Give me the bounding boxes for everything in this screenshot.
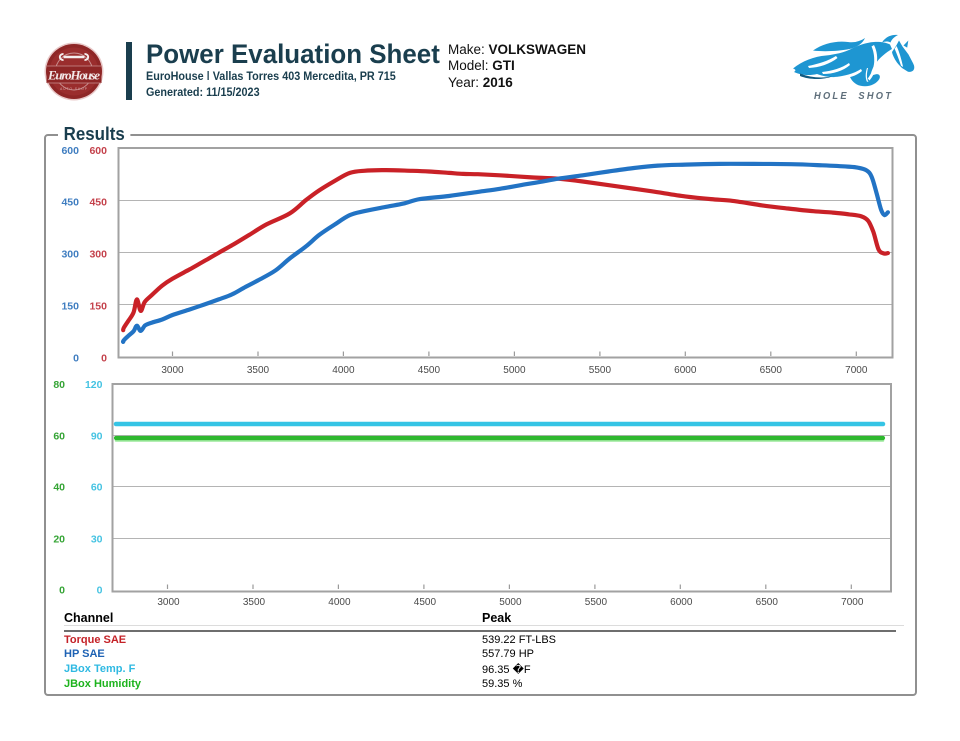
svg-text:450: 450 [61,197,79,209]
svg-text:6500: 6500 [756,597,779,608]
svg-text:4000: 4000 [328,597,351,608]
svg-text:AUTO SHOP: AUTO SHOP [60,87,88,91]
svg-text:5000: 5000 [503,365,526,376]
svg-text:0: 0 [97,585,103,597]
svg-text:300: 300 [61,249,79,261]
svg-text:EuroHouse: EuroHouse [47,68,100,83]
svg-text:30: 30 [91,534,103,546]
svg-text:5500: 5500 [589,365,612,376]
svg-text:150: 150 [61,301,79,313]
svg-text:120: 120 [85,379,103,391]
svg-text:60: 60 [91,482,103,494]
svg-text:5000: 5000 [499,597,522,608]
svg-text:150: 150 [89,301,107,313]
svg-text:4500: 4500 [418,365,441,376]
svg-text:3000: 3000 [161,365,184,376]
svg-text:90: 90 [91,431,103,443]
svg-text:0: 0 [73,353,79,365]
svg-text:5500: 5500 [585,597,608,608]
svg-text:4500: 4500 [414,597,437,608]
svg-text:7000: 7000 [845,365,868,376]
svg-text:60: 60 [53,431,65,443]
svg-text:6500: 6500 [760,365,783,376]
svg-text:6000: 6000 [670,597,693,608]
svg-text:4000: 4000 [332,365,355,376]
svg-text:600: 600 [89,145,107,157]
svg-text:450: 450 [89,197,107,209]
svg-text:0: 0 [101,353,107,365]
svg-text:3000: 3000 [157,597,180,608]
svg-text:600: 600 [61,145,79,157]
svg-text:20: 20 [53,534,65,546]
svg-text:40: 40 [53,482,65,494]
svg-text:7000: 7000 [841,597,864,608]
svg-text:80: 80 [53,379,65,391]
svg-text:3500: 3500 [247,365,270,376]
svg-text:3500: 3500 [243,597,266,608]
svg-text:300: 300 [89,249,107,261]
svg-text:6000: 6000 [674,365,697,376]
svg-text:0: 0 [59,585,65,597]
